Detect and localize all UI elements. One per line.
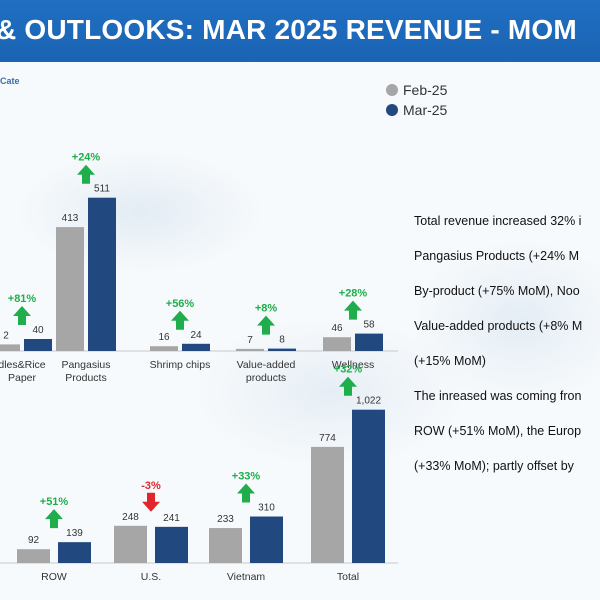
data-label: 46 [331, 323, 343, 334]
change-percent: +56% [166, 298, 195, 310]
legend-item-mar: Mar-25 [386, 100, 447, 120]
legend-label-feb: Feb-25 [403, 82, 448, 98]
bar-feb [150, 346, 178, 351]
data-label: 139 [66, 528, 83, 539]
data-label: 16 [158, 332, 170, 343]
bar-feb [209, 528, 242, 563]
bar-mar [352, 409, 385, 563]
up-arrow-icon [237, 483, 255, 503]
data-label: 2 [3, 330, 9, 341]
bar-feb [17, 549, 50, 563]
commentary-line: The inreased was coming fron [414, 389, 582, 403]
commentary-line: (+33% MoM); partly offset by [414, 459, 574, 473]
change-percent: +24% [72, 152, 101, 164]
up-arrow-icon [344, 300, 362, 320]
category-label: Paper [8, 372, 37, 384]
commentary-line: Total revenue increased 32% i [414, 214, 582, 228]
bar-feb [236, 348, 264, 351]
commentary-line: ROW (+51% MoM), the Europ [414, 424, 582, 438]
page-title: & OUTLOOKS: MAR 2025 REVENUE - MOM [0, 14, 577, 45]
bar-mar [155, 526, 188, 563]
data-label: 40 [32, 325, 44, 336]
bar-mar [58, 542, 91, 563]
commentary-text: Total revenue increased 32% i Pangasius … [414, 214, 600, 494]
commentary-line: By-product (+75% MoM), Noo [414, 284, 580, 298]
data-label: 248 [122, 512, 139, 523]
category-label: Wellness [332, 359, 374, 371]
legend-swatch-feb [386, 84, 398, 96]
change-percent: -3% [141, 480, 161, 492]
data-label: 7 [247, 335, 253, 346]
up-arrow-icon [339, 376, 357, 396]
up-arrow-icon [171, 310, 189, 330]
category-label: Products [65, 372, 106, 384]
bar-mar [88, 197, 116, 351]
change-percent: +32% [334, 364, 363, 376]
category-label: Pangasius [61, 359, 110, 371]
category-label: Total [337, 571, 359, 583]
data-label: 24 [190, 330, 202, 341]
data-label: 774 [319, 433, 336, 444]
bar-mar [268, 348, 296, 351]
legend-swatch-mar [386, 104, 398, 116]
change-percent: +28% [339, 288, 368, 300]
commentary-line: Pangasius Products (+24% M [414, 249, 580, 263]
legend-label-mar: Mar-25 [403, 102, 448, 118]
bar-feb [311, 446, 344, 563]
up-arrow-icon [77, 164, 95, 184]
data-label: 241 [163, 513, 180, 524]
data-label: 92 [28, 535, 40, 546]
legend: Feb-25 Mar-25 [386, 80, 447, 120]
data-label: 58 [363, 320, 375, 331]
data-label: 413 [62, 213, 79, 224]
category-label: Value-added [237, 359, 296, 371]
data-label: 233 [217, 514, 234, 525]
commentary-line: Value-added products (+8% M [414, 319, 583, 333]
up-arrow-icon [45, 509, 63, 529]
bar-feb [114, 525, 147, 563]
legend-item-feb: Feb-25 [386, 80, 447, 100]
bar-mar [250, 516, 283, 563]
data-label: 310 [258, 503, 275, 514]
category-label: ROW [41, 571, 67, 583]
data-label: 8 [279, 335, 285, 346]
category-label: U.S. [141, 571, 161, 583]
down-arrow-icon [142, 492, 160, 512]
bar-mar [24, 339, 52, 351]
category-label: Shrimp chips [150, 359, 211, 371]
bar-feb [0, 344, 20, 351]
bar-feb [323, 337, 351, 351]
up-arrow-icon [257, 315, 275, 335]
up-arrow-icon [13, 306, 31, 325]
bar-mar [355, 333, 383, 351]
category-label: Vietnam [227, 571, 266, 583]
header-banner: & OUTLOOKS: MAR 2025 REVENUE - MOM [0, 0, 600, 62]
change-percent: +81% [8, 293, 37, 305]
change-percent: +51% [40, 496, 69, 508]
category-label: products [246, 372, 286, 384]
data-label: 511 [94, 184, 110, 195]
bar-feb [56, 227, 84, 351]
category-label: Cate [0, 76, 20, 86]
data-label: 1,022 [356, 396, 381, 407]
bar-mar [182, 343, 210, 351]
change-percent: +8% [255, 303, 278, 315]
change-percent: +33% [232, 471, 261, 483]
commentary-line: (+15% MoM) [414, 354, 486, 368]
category-label: dles&Rice [0, 359, 46, 371]
